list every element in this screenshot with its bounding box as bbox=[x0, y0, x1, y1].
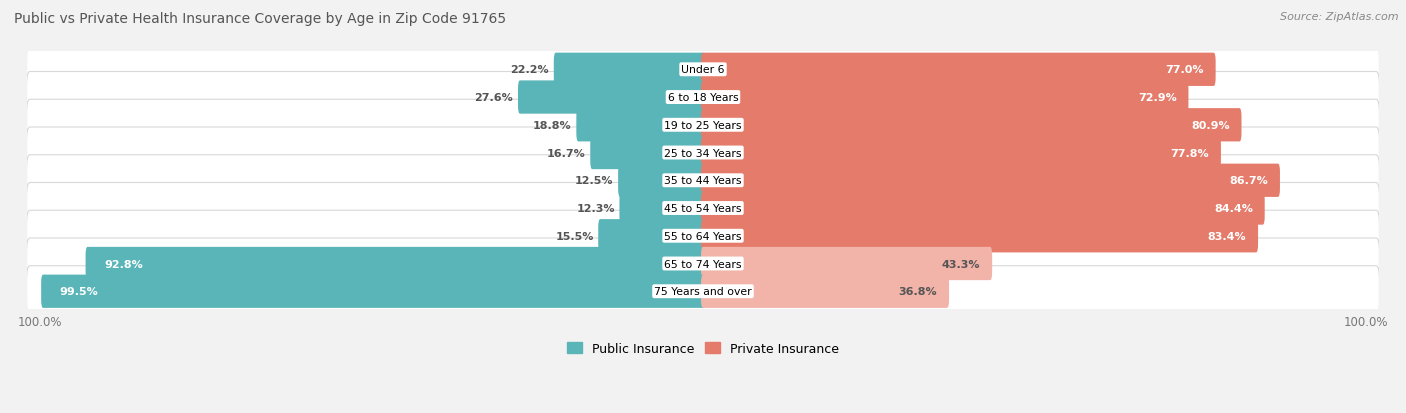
FancyBboxPatch shape bbox=[86, 247, 704, 280]
FancyBboxPatch shape bbox=[620, 192, 704, 225]
FancyBboxPatch shape bbox=[702, 220, 1258, 253]
FancyBboxPatch shape bbox=[702, 164, 1279, 197]
FancyBboxPatch shape bbox=[27, 266, 1379, 317]
Text: 27.6%: 27.6% bbox=[475, 93, 513, 103]
Text: 86.7%: 86.7% bbox=[1229, 176, 1268, 186]
Text: 72.9%: 72.9% bbox=[1137, 93, 1177, 103]
Text: 22.2%: 22.2% bbox=[510, 65, 550, 75]
FancyBboxPatch shape bbox=[27, 238, 1379, 290]
Text: 36.8%: 36.8% bbox=[898, 287, 936, 297]
Text: 43.3%: 43.3% bbox=[942, 259, 980, 269]
Text: 15.5%: 15.5% bbox=[555, 231, 593, 241]
FancyBboxPatch shape bbox=[702, 192, 1265, 225]
FancyBboxPatch shape bbox=[702, 81, 1188, 114]
Text: 83.4%: 83.4% bbox=[1208, 231, 1246, 241]
FancyBboxPatch shape bbox=[702, 137, 1220, 170]
Text: Source: ZipAtlas.com: Source: ZipAtlas.com bbox=[1281, 12, 1399, 22]
Text: 12.5%: 12.5% bbox=[575, 176, 613, 186]
FancyBboxPatch shape bbox=[27, 100, 1379, 151]
Text: 84.4%: 84.4% bbox=[1213, 204, 1253, 214]
Legend: Public Insurance, Private Insurance: Public Insurance, Private Insurance bbox=[562, 337, 844, 360]
Text: 18.8%: 18.8% bbox=[533, 121, 572, 131]
FancyBboxPatch shape bbox=[27, 183, 1379, 234]
FancyBboxPatch shape bbox=[41, 275, 704, 308]
FancyBboxPatch shape bbox=[702, 109, 1241, 142]
FancyBboxPatch shape bbox=[27, 155, 1379, 206]
FancyBboxPatch shape bbox=[702, 275, 949, 308]
FancyBboxPatch shape bbox=[27, 45, 1379, 95]
Text: 16.7%: 16.7% bbox=[547, 148, 586, 158]
Text: 35 to 44 Years: 35 to 44 Years bbox=[664, 176, 742, 186]
Text: Public vs Private Health Insurance Coverage by Age in Zip Code 91765: Public vs Private Health Insurance Cover… bbox=[14, 12, 506, 26]
FancyBboxPatch shape bbox=[619, 164, 704, 197]
FancyBboxPatch shape bbox=[27, 211, 1379, 262]
FancyBboxPatch shape bbox=[702, 54, 1216, 87]
Text: 75 Years and over: 75 Years and over bbox=[654, 287, 752, 297]
Text: 19 to 25 Years: 19 to 25 Years bbox=[664, 121, 742, 131]
Text: 80.9%: 80.9% bbox=[1191, 121, 1230, 131]
FancyBboxPatch shape bbox=[554, 54, 704, 87]
FancyBboxPatch shape bbox=[576, 109, 704, 142]
FancyBboxPatch shape bbox=[702, 247, 993, 280]
Text: 55 to 64 Years: 55 to 64 Years bbox=[664, 231, 742, 241]
FancyBboxPatch shape bbox=[598, 220, 704, 253]
Text: 45 to 54 Years: 45 to 54 Years bbox=[664, 204, 742, 214]
Text: Under 6: Under 6 bbox=[682, 65, 724, 75]
FancyBboxPatch shape bbox=[517, 81, 704, 114]
FancyBboxPatch shape bbox=[27, 72, 1379, 123]
FancyBboxPatch shape bbox=[27, 128, 1379, 178]
Text: 77.0%: 77.0% bbox=[1166, 65, 1204, 75]
Text: 12.3%: 12.3% bbox=[576, 204, 614, 214]
FancyBboxPatch shape bbox=[591, 137, 704, 170]
Text: 25 to 34 Years: 25 to 34 Years bbox=[664, 148, 742, 158]
Text: 6 to 18 Years: 6 to 18 Years bbox=[668, 93, 738, 103]
Text: 92.8%: 92.8% bbox=[104, 259, 143, 269]
Text: 65 to 74 Years: 65 to 74 Years bbox=[664, 259, 742, 269]
Text: 77.8%: 77.8% bbox=[1170, 148, 1209, 158]
Text: 99.5%: 99.5% bbox=[59, 287, 98, 297]
